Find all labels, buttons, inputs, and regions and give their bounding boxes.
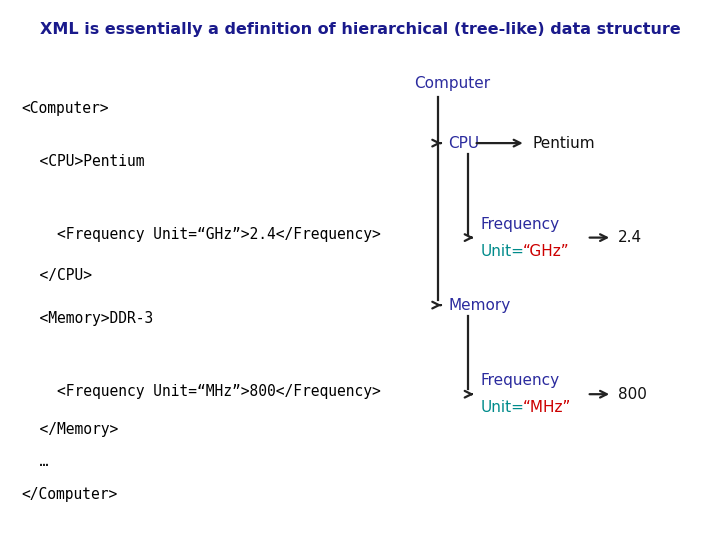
Text: 800: 800 [618, 387, 647, 402]
Text: </Computer>: </Computer> [22, 487, 118, 502]
Text: Frequency: Frequency [481, 217, 560, 232]
Text: <CPU>Pentium: <CPU>Pentium [22, 154, 144, 170]
Text: Unit=: Unit= [481, 244, 525, 259]
Text: …: … [22, 454, 48, 469]
Text: Unit=: Unit= [481, 400, 525, 415]
Text: Frequency: Frequency [481, 373, 560, 388]
Text: </CPU>: </CPU> [22, 268, 91, 283]
Text: CPU: CPU [449, 136, 480, 151]
Text: <Memory>DDR-3: <Memory>DDR-3 [22, 311, 153, 326]
Text: <Computer>: <Computer> [22, 100, 109, 116]
Text: 2.4: 2.4 [618, 230, 642, 245]
Text: Computer: Computer [414, 76, 490, 91]
Text: <Frequency Unit=“MHz”>800</Frequency>: <Frequency Unit=“MHz”>800</Frequency> [22, 384, 380, 399]
Text: </Memory>: </Memory> [22, 422, 118, 437]
Text: XML is essentially a definition of hierarchical (tree-like) data structure: XML is essentially a definition of hiera… [40, 22, 680, 37]
Text: “MHz”: “MHz” [523, 400, 571, 415]
Text: Memory: Memory [449, 298, 510, 313]
Text: “GHz”: “GHz” [523, 244, 570, 259]
Text: <Frequency Unit=“GHz”>2.4</Frequency>: <Frequency Unit=“GHz”>2.4</Frequency> [22, 227, 380, 242]
Text: Pentium: Pentium [533, 136, 595, 151]
